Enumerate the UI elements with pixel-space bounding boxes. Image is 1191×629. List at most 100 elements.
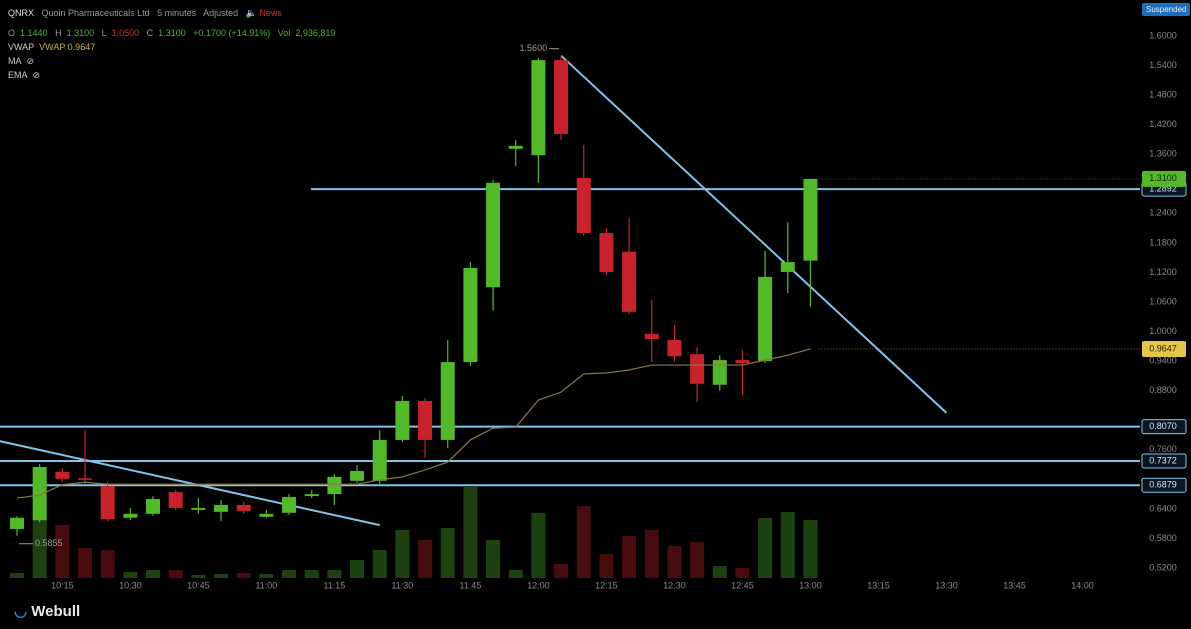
volume-label: Vol [277, 28, 291, 38]
candle-body [304, 494, 319, 497]
volume-bar [55, 525, 70, 578]
x-tick-label: 13:15 [867, 580, 890, 590]
x-tick-label: 13:30 [935, 580, 958, 590]
x-tick-label: 12:30 [663, 580, 686, 590]
candle-body [803, 178, 818, 261]
volume-bar [758, 518, 773, 578]
news[interactable]: 🔈 News [245, 8, 282, 18]
vwap-value: VWAP 0.9647 [39, 42, 96, 52]
low-label: L [101, 28, 107, 38]
x-tick-label: 11:30 [391, 580, 413, 590]
candle-body [508, 145, 523, 149]
candle-body [32, 467, 47, 521]
candle-body [168, 492, 183, 508]
volume-bar [395, 530, 410, 578]
status-badge: Suspended [1142, 3, 1191, 16]
volume-bar [531, 513, 546, 578]
y-tick-label: 1.3600 [1149, 149, 1177, 159]
y-tick-label: 1.1800 [1149, 237, 1177, 247]
candle-body [123, 513, 138, 518]
volume-bar [690, 542, 705, 578]
volume-bar [576, 506, 591, 578]
candle-body [712, 360, 727, 385]
candle-body [236, 504, 251, 511]
price-line-label: 0.7372 [1149, 455, 1177, 465]
volume-bar [599, 554, 614, 578]
y-tick-label: 1.5400 [1149, 60, 1177, 70]
candle-body [576, 177, 591, 234]
high-annotation: 1.5600 [520, 43, 548, 53]
y-tick-label: 1.4200 [1149, 119, 1177, 129]
symbol[interactable]: QNRX [8, 8, 35, 18]
ohlc-bar: O 1.1440 H 1.3100 L 1.0500 C 1.3100 +0.1700 … [8, 28, 340, 38]
adjustment[interactable]: Adjusted [203, 8, 239, 18]
candle-body [191, 507, 206, 510]
volume-bar [78, 548, 93, 578]
y-tick-label: 0.8800 [1149, 385, 1177, 395]
y-tick-label: 0.9400 [1149, 355, 1177, 365]
logo-text: Webull [31, 603, 81, 620]
price-line-label: 1.2892 [1149, 183, 1177, 193]
candle-body [78, 478, 93, 480]
indicator-ema[interactable]: EMA ⊘ [8, 70, 41, 80]
indicator-name[interactable]: MA [8, 56, 22, 66]
trendline [560, 54, 948, 414]
candle-body [758, 276, 773, 362]
volume-bar [440, 528, 455, 578]
volume-bar [622, 536, 637, 578]
price-tag-label: 1.3100 [1149, 173, 1177, 183]
interval[interactable]: 5 minutes [157, 8, 197, 18]
y-tick-label: 1.2400 [1149, 208, 1177, 218]
logo-icon: ◡ [14, 603, 28, 620]
low-annotation: 0.5855 [35, 538, 63, 548]
volume-bar [644, 530, 659, 578]
high-label: H [55, 28, 62, 38]
volume-bar [554, 564, 569, 578]
candle-body [667, 339, 682, 357]
volume: 2,936,819 [295, 28, 336, 38]
volume-bar [712, 566, 727, 578]
x-tick-label: 12:45 [731, 580, 754, 590]
volume-bar [123, 572, 138, 578]
candle-body [780, 262, 795, 272]
candle-body [327, 476, 342, 495]
open: 1.1440 [20, 28, 48, 38]
candle-body [554, 60, 569, 135]
y-tick-label: 1.4800 [1149, 89, 1177, 99]
candle-body [463, 268, 478, 363]
x-tick-label: 10:15 [51, 580, 74, 590]
x-tick-label: 10:30 [119, 580, 142, 590]
volume-bar [259, 574, 274, 578]
x-tick-label: 14:00 [1071, 580, 1094, 590]
indicator-name[interactable]: VWAP [8, 42, 35, 52]
indicator-name[interactable]: EMA [8, 70, 28, 80]
volume-bar [418, 540, 433, 578]
open-label: O [8, 28, 16, 38]
news-label[interactable]: News [259, 8, 282, 18]
volume-bar [463, 487, 478, 578]
indicator-vwap[interactable]: VWAP VWAP 0.9647 [8, 42, 100, 52]
price-tag [1142, 170, 1186, 187]
candle-body [100, 486, 115, 520]
volume-bar [508, 570, 523, 578]
price-line-box [1141, 477, 1187, 493]
candle-body [214, 504, 229, 512]
volume-bar [735, 568, 750, 578]
indicator-ma[interactable]: MA ⊘ [8, 56, 35, 66]
volume-bar [667, 546, 682, 578]
price-tag [1142, 340, 1186, 357]
price-tag-label: 0.9647 [1149, 343, 1177, 353]
y-tick-label: 1.0600 [1149, 296, 1177, 306]
volume-bar [168, 570, 183, 578]
y-tick-label: 1.6000 [1149, 30, 1177, 40]
price-line-box [1141, 419, 1187, 435]
candle-body [690, 354, 705, 384]
candle-body [282, 497, 297, 513]
close: 1.3100 [158, 28, 186, 38]
y-tick-label: 0.5800 [1149, 533, 1177, 543]
candle-body [55, 471, 70, 479]
vwap-line [16, 348, 811, 499]
candle-body [486, 182, 501, 288]
candle-body [599, 233, 614, 272]
logo: ◡ Webull [14, 602, 80, 620]
